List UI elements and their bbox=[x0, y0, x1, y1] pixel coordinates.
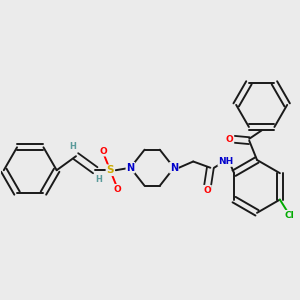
Text: O: O bbox=[100, 147, 107, 156]
Text: H: H bbox=[69, 142, 76, 152]
Text: N: N bbox=[126, 163, 134, 173]
Text: S: S bbox=[106, 165, 114, 175]
Text: O: O bbox=[226, 135, 233, 144]
Text: H: H bbox=[224, 157, 231, 166]
Text: NH: NH bbox=[218, 157, 233, 166]
Text: O: O bbox=[113, 185, 121, 194]
Text: Cl: Cl bbox=[284, 211, 294, 220]
Text: O: O bbox=[203, 186, 211, 195]
Text: N: N bbox=[170, 163, 178, 173]
Text: H: H bbox=[95, 175, 102, 184]
